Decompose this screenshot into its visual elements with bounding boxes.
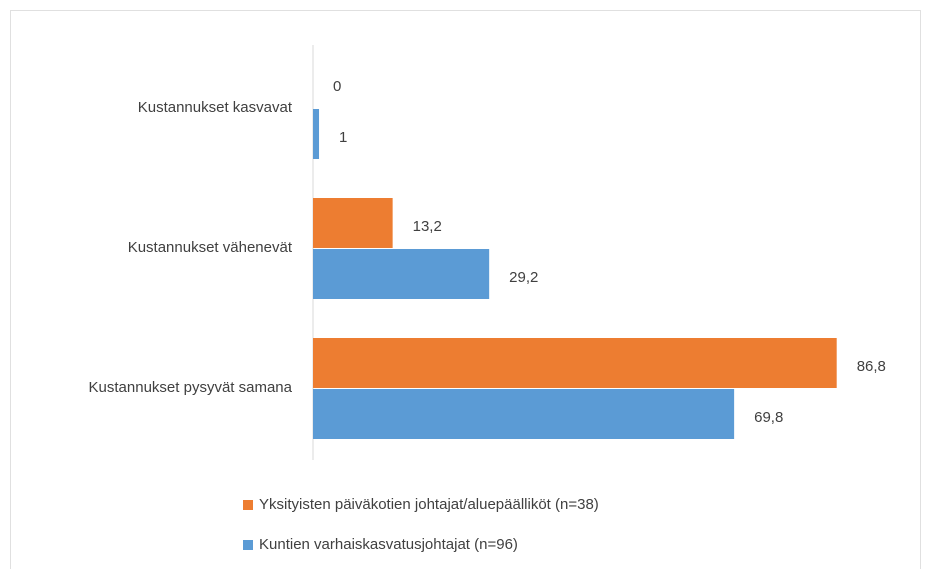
bar	[313, 389, 735, 439]
value-label: 1	[339, 129, 347, 146]
category-label: Kustannukset pysyvät samana	[89, 379, 293, 396]
category-label: Kustannukset vähenevät	[128, 239, 293, 256]
value-label: 86,8	[857, 358, 886, 375]
value-label: 69,8	[754, 409, 783, 426]
legend-swatch	[243, 540, 253, 550]
value-label: 29,2	[509, 269, 538, 286]
value-label: 0	[333, 78, 341, 95]
value-label: 13,2	[413, 218, 442, 235]
category-label: Kustannukset kasvavat	[138, 99, 293, 116]
legend-label: Kuntien varhaiskasvatusjohtajat (n=96)	[259, 536, 518, 553]
chart-frame	[10, 10, 921, 569]
bar	[313, 109, 320, 159]
legend-swatch	[243, 500, 253, 510]
legend-label: Yksityisten päiväkotien johtajat/aluepää…	[259, 496, 599, 513]
bar	[313, 249, 490, 299]
bar	[313, 198, 393, 248]
bar	[313, 338, 837, 388]
